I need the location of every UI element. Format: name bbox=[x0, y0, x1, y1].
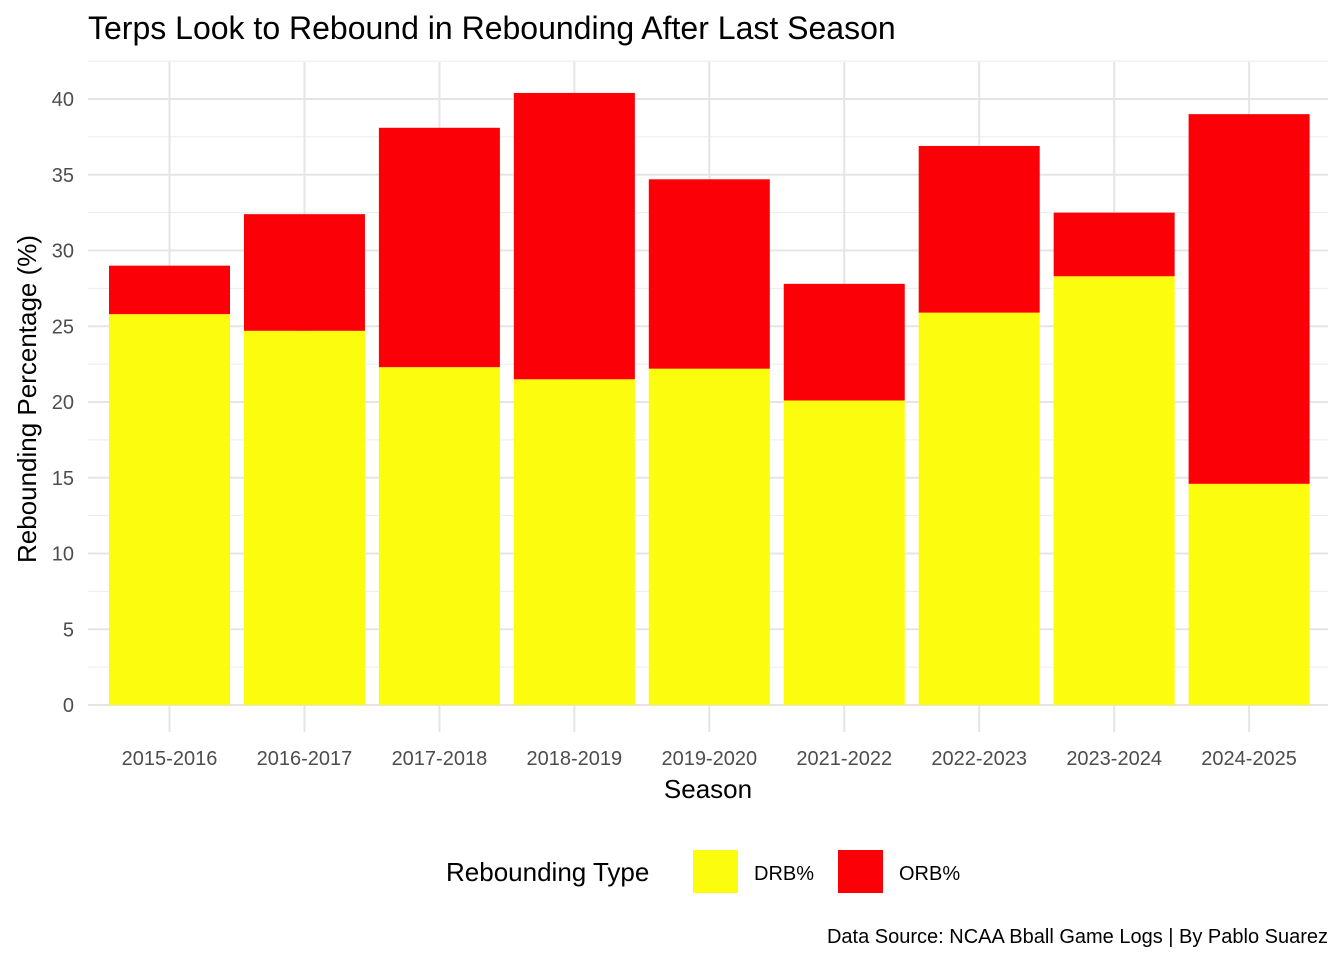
y-tick-label: 5 bbox=[63, 619, 74, 641]
legend-label-drb: DRB% bbox=[754, 863, 814, 885]
y-axis-title: Rebounding Percentage (%) bbox=[12, 235, 42, 563]
x-axis-title: Season bbox=[664, 774, 752, 804]
bar-orb-2016-2017 bbox=[243, 214, 365, 331]
y-tick-labels: 0 5 10 15 20 25 30 35 40 bbox=[52, 89, 74, 717]
legend-label-orb: ORB% bbox=[899, 863, 960, 885]
y-tick-label: 40 bbox=[52, 89, 74, 111]
bar-drb-2022-2023 bbox=[918, 312, 1040, 705]
bar-orb-2022-2023 bbox=[918, 145, 1040, 313]
bar-orb-2015-2016 bbox=[109, 265, 230, 315]
x-tick-label: 2024-2025 bbox=[1201, 748, 1297, 770]
bar-drb-2015-2016 bbox=[109, 314, 230, 705]
bar-orb-2019-2020 bbox=[648, 179, 770, 369]
x-tick-label: 2021-2022 bbox=[796, 748, 892, 770]
bar-drb-2019-2020 bbox=[648, 368, 770, 705]
bar-drb-2023-2024 bbox=[1053, 276, 1175, 705]
x-tick-label: 2016-2017 bbox=[257, 748, 353, 770]
x-tick-label: 2023-2024 bbox=[1066, 748, 1162, 770]
bar-drb-2021-2022 bbox=[783, 400, 905, 705]
bar-orb-2023-2024 bbox=[1053, 212, 1175, 277]
legend: Rebounding Type DRB% ORB% bbox=[446, 850, 960, 893]
y-tick-label: 30 bbox=[52, 241, 74, 263]
x-tick-label: 2017-2018 bbox=[392, 748, 488, 770]
bar-drb-2017-2018 bbox=[378, 367, 500, 705]
bar-orb-2024-2025 bbox=[1188, 114, 1310, 484]
x-tick-label: 2022-2023 bbox=[931, 748, 1027, 770]
x-tick-label: 2018-2019 bbox=[527, 748, 623, 770]
bar-orb-2018-2019 bbox=[513, 92, 635, 380]
bar-orb-2021-2022 bbox=[783, 283, 905, 401]
x-tick-label: 2015-2016 bbox=[122, 748, 218, 770]
legend-key-drb bbox=[693, 850, 738, 893]
caption: Data Source: NCAA Bball Game Logs | By P… bbox=[827, 926, 1328, 948]
y-tick-label: 15 bbox=[52, 468, 74, 490]
x-tick-label: 2019-2020 bbox=[661, 748, 757, 770]
chart-title: Terps Look to Rebound in Rebounding Afte… bbox=[88, 10, 896, 46]
y-tick-label: 10 bbox=[52, 544, 74, 566]
legend-title: Rebounding Type bbox=[446, 857, 649, 887]
y-tick-label: 25 bbox=[52, 316, 74, 338]
bar-drb-2024-2025 bbox=[1188, 483, 1310, 705]
bar-drb-2018-2019 bbox=[513, 379, 635, 705]
y-tick-label: 20 bbox=[52, 392, 74, 414]
y-tick-label: 0 bbox=[63, 695, 74, 717]
bar-drb-2016-2017 bbox=[243, 330, 365, 705]
x-tick-labels: 2015-2016 2016-2017 2017-2018 2018-2019 2019… bbox=[122, 748, 1297, 770]
bar-orb-2017-2018 bbox=[378, 127, 500, 368]
bars bbox=[109, 92, 1310, 705]
legend-key-orb bbox=[838, 850, 883, 893]
y-tick-label: 35 bbox=[52, 165, 74, 187]
